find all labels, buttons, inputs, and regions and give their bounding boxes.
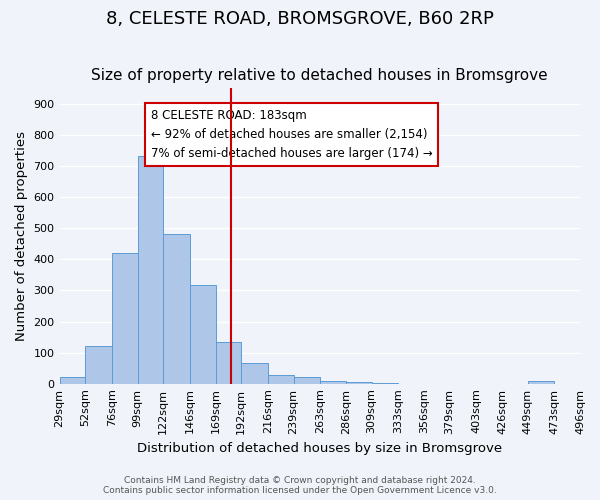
- Y-axis label: Number of detached properties: Number of detached properties: [15, 131, 28, 341]
- Bar: [241, 364, 268, 384]
- Bar: [85, 346, 112, 384]
- Bar: [293, 378, 320, 384]
- Bar: [320, 380, 346, 384]
- Title: Size of property relative to detached houses in Bromsgrove: Size of property relative to detached ho…: [91, 68, 548, 83]
- Bar: [59, 378, 85, 384]
- Text: Contains HM Land Registry data © Crown copyright and database right 2024.
Contai: Contains HM Land Registry data © Crown c…: [103, 476, 497, 495]
- Bar: [215, 342, 241, 384]
- Bar: [112, 253, 137, 384]
- Text: 8, CELESTE ROAD, BROMSGROVE, B60 2RP: 8, CELESTE ROAD, BROMSGROVE, B60 2RP: [106, 10, 494, 28]
- Bar: [190, 285, 215, 384]
- Bar: [346, 382, 371, 384]
- X-axis label: Distribution of detached houses by size in Bromsgrove: Distribution of detached houses by size …: [137, 442, 502, 455]
- Text: 8 CELESTE ROAD: 183sqm
← 92% of detached houses are smaller (2,154)
7% of semi-d: 8 CELESTE ROAD: 183sqm ← 92% of detached…: [151, 109, 433, 160]
- Bar: [371, 383, 398, 384]
- Bar: [527, 381, 554, 384]
- Bar: [163, 234, 190, 384]
- Bar: [137, 156, 163, 384]
- Bar: [268, 376, 293, 384]
